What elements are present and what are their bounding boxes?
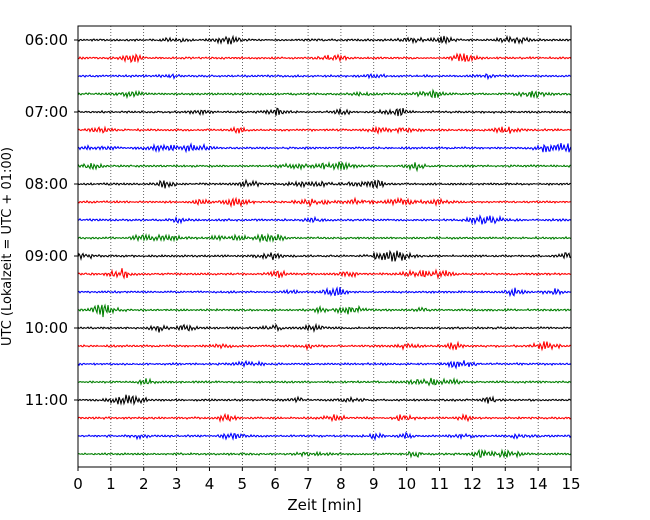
x-tick-label: 2 — [139, 475, 149, 493]
y-tick-label: 08:00 — [25, 175, 68, 193]
seismogram-trace — [77, 88, 572, 100]
seismogram-trace — [77, 34, 572, 45]
x-axis-label: Zeit [min] — [287, 496, 361, 514]
grid-lines — [110, 26, 539, 467]
y-axis-ticks: 06:00 07:00 08:00 09:00 10:00 11:00 — [25, 31, 78, 409]
x-tick-label: 0 — [73, 475, 83, 493]
x-tick-label: 9 — [369, 475, 379, 493]
x-axis-ticks: 0 1 2 3 4 5 6 7 8 9 10 11 12 13 14 15 — [73, 467, 581, 493]
x-tick-label: 5 — [238, 475, 248, 493]
seismogram-trace — [77, 52, 572, 64]
seismogram-trace — [77, 232, 572, 244]
seismogram-trace — [77, 286, 572, 298]
x-tick-label: 13 — [496, 475, 515, 493]
seismogram-trace — [77, 394, 572, 406]
seismogram-trace — [77, 268, 572, 280]
seismogram-trace — [77, 73, 572, 81]
seismogram-trace — [77, 161, 572, 173]
x-tick-label: 1 — [106, 475, 116, 493]
seismogram-trace — [77, 249, 572, 262]
seismogram-trace — [77, 359, 572, 370]
y-tick-label: 07:00 — [25, 103, 68, 121]
seismogram-trace — [77, 322, 572, 334]
y-axis-label: UTC (Lokalzeit = UTC + 01:00) — [0, 147, 15, 346]
seismogram-trace — [77, 214, 572, 226]
seismogram-trace — [77, 448, 572, 459]
y-tick-label: 09:00 — [25, 247, 68, 265]
y-tick-label: 11:00 — [25, 391, 68, 409]
x-tick-label: 10 — [397, 475, 416, 493]
x-tick-label: 15 — [561, 475, 580, 493]
seismogram-trace — [77, 340, 572, 352]
seismogram-trace — [77, 125, 572, 135]
x-tick-label: 14 — [529, 475, 548, 493]
seismogram-trace — [77, 412, 572, 423]
seismogram-trace — [77, 431, 572, 442]
seismogram-trace — [77, 107, 572, 117]
y-tick-label: 10:00 — [25, 319, 68, 337]
seismogram-traces — [77, 34, 572, 459]
x-tick-label: 7 — [303, 475, 313, 493]
plot-frame — [77, 25, 572, 468]
seismogram-trace — [77, 142, 572, 154]
x-tick-label: 11 — [430, 475, 449, 493]
x-tick-label: 3 — [172, 475, 182, 493]
seismogram-trace — [77, 178, 572, 190]
seismogram-trace — [77, 376, 572, 387]
x-tick-label: 8 — [336, 475, 346, 493]
x-tick-label: 12 — [463, 475, 482, 493]
seismogram-trace — [77, 303, 572, 318]
x-tick-label: 4 — [205, 475, 215, 493]
x-tick-label: 6 — [270, 475, 280, 493]
y-tick-label: 06:00 — [25, 31, 68, 49]
seismogram-trace — [77, 196, 572, 208]
